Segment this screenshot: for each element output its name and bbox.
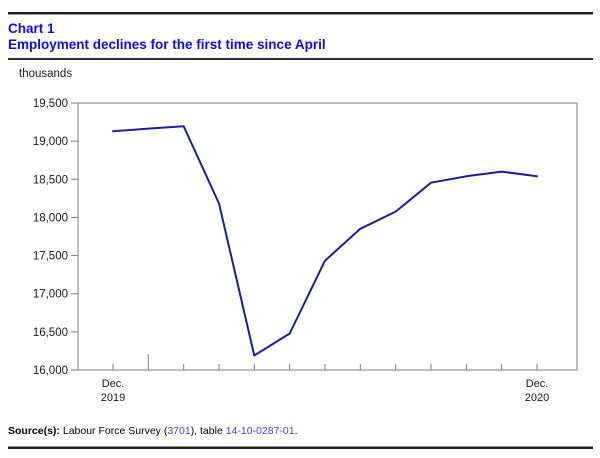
y-tick-label: 18,500 xyxy=(33,174,68,186)
source-text: Labour Force Survey ( xyxy=(59,424,168,437)
page-title: Employment declines for the first time s… xyxy=(8,37,326,52)
x-axis-label-month: Dec. xyxy=(526,378,549,390)
source-text: ), table xyxy=(190,424,226,437)
x-axis-label-month: Dec. xyxy=(102,378,125,390)
title-divider-rule xyxy=(8,58,593,60)
y-tick-label: 19,500 xyxy=(33,98,68,110)
top-rule xyxy=(8,12,593,15)
source-prefix: Source(s): xyxy=(8,424,60,437)
x-axis-label-year: 2020 xyxy=(525,392,549,404)
chart-number: Chart 1 xyxy=(8,21,55,36)
y-tick-label: 16,000 xyxy=(33,365,68,377)
table-number-link[interactable]: 14-10-0287-01 xyxy=(225,424,295,437)
y-tick-label: 18,000 xyxy=(33,212,68,224)
employment-series-line xyxy=(112,125,538,357)
bottom-rule xyxy=(8,446,593,449)
y-tick-label: 19,000 xyxy=(33,136,68,148)
y-tick-label: 16,500 xyxy=(33,327,68,339)
chart-header: Chart 1 Employment declines for the firs… xyxy=(8,21,326,53)
employment-line-chart: 19,500 19,000 18,500 18,000 17,500 17,000 16,5… xyxy=(33,98,578,404)
plot-border xyxy=(77,102,578,371)
y-axis-unit-label: thousands xyxy=(19,68,73,80)
x-axis-label-year: 2019 xyxy=(101,392,125,404)
source-note: Source(s): Labour Force Survey (3701), t… xyxy=(8,425,298,438)
y-tick-label: 17,500 xyxy=(33,251,68,263)
survey-number-link[interactable]: 3701 xyxy=(167,424,191,437)
source-text: . xyxy=(294,424,298,437)
y-tick-label: 17,000 xyxy=(33,289,68,301)
